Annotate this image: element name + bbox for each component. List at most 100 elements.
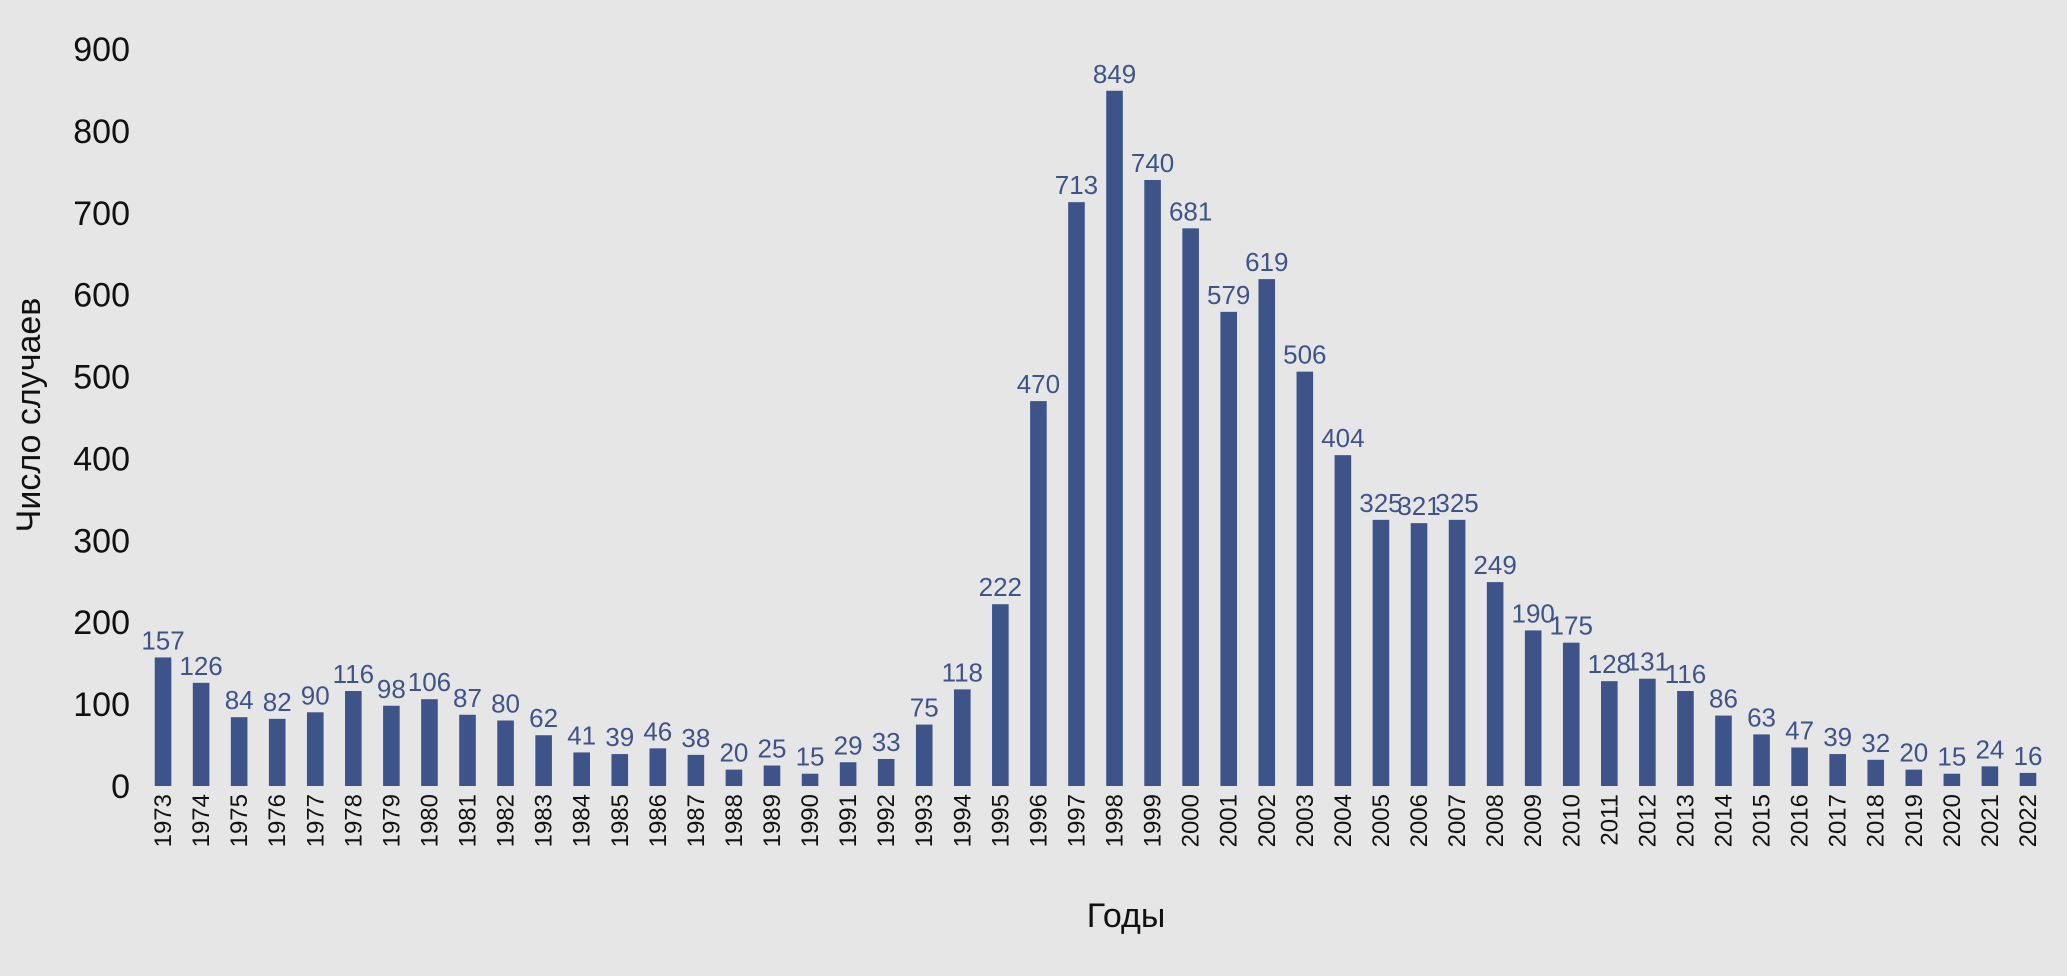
y-tick-label: 800 [73, 113, 130, 151]
bar [1334, 455, 1352, 786]
x-tick-label: 1980 [416, 794, 443, 847]
data-label: 62 [529, 703, 558, 733]
bar [459, 714, 476, 786]
bar [1601, 681, 1618, 786]
data-label: 75 [910, 693, 939, 723]
data-label: 321 [1397, 491, 1440, 521]
data-label: 82 [263, 687, 292, 717]
data-label: 131 [1626, 647, 1669, 677]
data-label: 470 [1017, 369, 1060, 399]
x-tick-label: 1992 [873, 794, 900, 847]
bar [801, 773, 819, 786]
bar [268, 718, 286, 786]
bar [230, 717, 248, 786]
x-tick-label: 2012 [1634, 794, 1661, 847]
data-label: 20 [1899, 738, 1928, 768]
bar [1372, 519, 1390, 786]
x-tick-label: 2022 [2015, 794, 2042, 847]
bar [1220, 311, 1238, 786]
x-tick-label: 1983 [531, 794, 558, 847]
data-label: 404 [1321, 423, 1364, 453]
y-tick-label: 100 [73, 686, 130, 724]
data-label: 128 [1588, 649, 1631, 679]
y-tick-label: 300 [73, 522, 130, 560]
x-tick-label: 2000 [1178, 794, 1205, 847]
x-tick-label: 2009 [1520, 794, 1547, 847]
bar [1677, 691, 1694, 786]
x-tick-label: 1989 [759, 794, 786, 847]
data-label: 80 [491, 688, 520, 718]
y-tick-label: 700 [73, 195, 130, 233]
bar [763, 765, 781, 786]
bar [1715, 715, 1732, 786]
y-axis-title: Число случаев [10, 298, 48, 533]
data-label: 579 [1207, 280, 1250, 310]
bars [154, 90, 2037, 787]
bar [953, 689, 971, 786]
data-label: 39 [605, 722, 634, 752]
x-tick-label: 1986 [645, 794, 672, 847]
data-label: 33 [872, 727, 901, 757]
data-label: 849 [1093, 59, 1136, 89]
x-tick-label: 1976 [264, 794, 291, 847]
x-tick-label: 2008 [1482, 794, 1509, 847]
x-tick-label: 1996 [1025, 794, 1052, 847]
x-tick-label: 2013 [1672, 794, 1699, 847]
data-label: 325 [1359, 488, 1402, 518]
x-tick-label: 2004 [1330, 794, 1357, 847]
bar [2019, 772, 2037, 786]
y-tick-label: 500 [73, 359, 130, 397]
x-tick-label: 2003 [1292, 794, 1319, 847]
x-tick-label: 1978 [340, 794, 367, 847]
bar [1753, 734, 1770, 786]
bar [573, 752, 590, 786]
bar [1106, 90, 1123, 786]
data-label: 118 [942, 657, 983, 687]
x-tick-label: 2015 [1749, 794, 1776, 847]
bar [421, 699, 438, 786]
bar [1867, 759, 1885, 786]
x-tick-label: 2007 [1444, 794, 1471, 847]
bar [192, 682, 210, 786]
data-label: 249 [1473, 550, 1516, 580]
data-label: 84 [225, 685, 254, 715]
x-tick-label: 1975 [226, 794, 253, 847]
bar [725, 769, 743, 786]
y-tick-label: 900 [73, 31, 130, 69]
data-label: 681 [1169, 196, 1212, 226]
bar [1182, 228, 1199, 787]
x-tick-label: 2006 [1406, 794, 1433, 847]
data-label: 47 [1785, 716, 1814, 746]
bar [649, 748, 667, 786]
x-tick-label: 1981 [455, 794, 482, 847]
x-tick-label: 1987 [683, 794, 710, 847]
bar [306, 712, 324, 786]
data-label: 29 [834, 730, 863, 760]
data-label: 740 [1131, 148, 1174, 178]
x-tick-label: 1974 [188, 794, 215, 847]
data-label: 106 [408, 667, 451, 697]
data-label: 90 [301, 680, 330, 710]
x-tick-label: 2016 [1787, 794, 1814, 847]
data-label: 98 [377, 674, 406, 704]
bar [839, 762, 857, 786]
data-label: 20 [719, 738, 748, 768]
x-tick-label: 2005 [1368, 794, 1395, 847]
data-label: 116 [1665, 659, 1706, 689]
x-tick-label: 1995 [987, 794, 1014, 847]
data-label: 15 [1937, 742, 1966, 772]
data-label: 41 [567, 720, 596, 750]
data-label: 46 [643, 716, 672, 746]
data-label: 157 [141, 625, 184, 655]
data-label: 39 [1823, 722, 1852, 752]
data-label: 713 [1055, 170, 1098, 200]
bar [1943, 773, 1961, 786]
data-label: 86 [1709, 684, 1738, 714]
y-tick-label: 200 [73, 604, 130, 642]
data-label: 619 [1245, 247, 1288, 277]
bar [1639, 678, 1656, 786]
bar [1486, 582, 1504, 786]
y-tick-label: 400 [73, 440, 130, 478]
